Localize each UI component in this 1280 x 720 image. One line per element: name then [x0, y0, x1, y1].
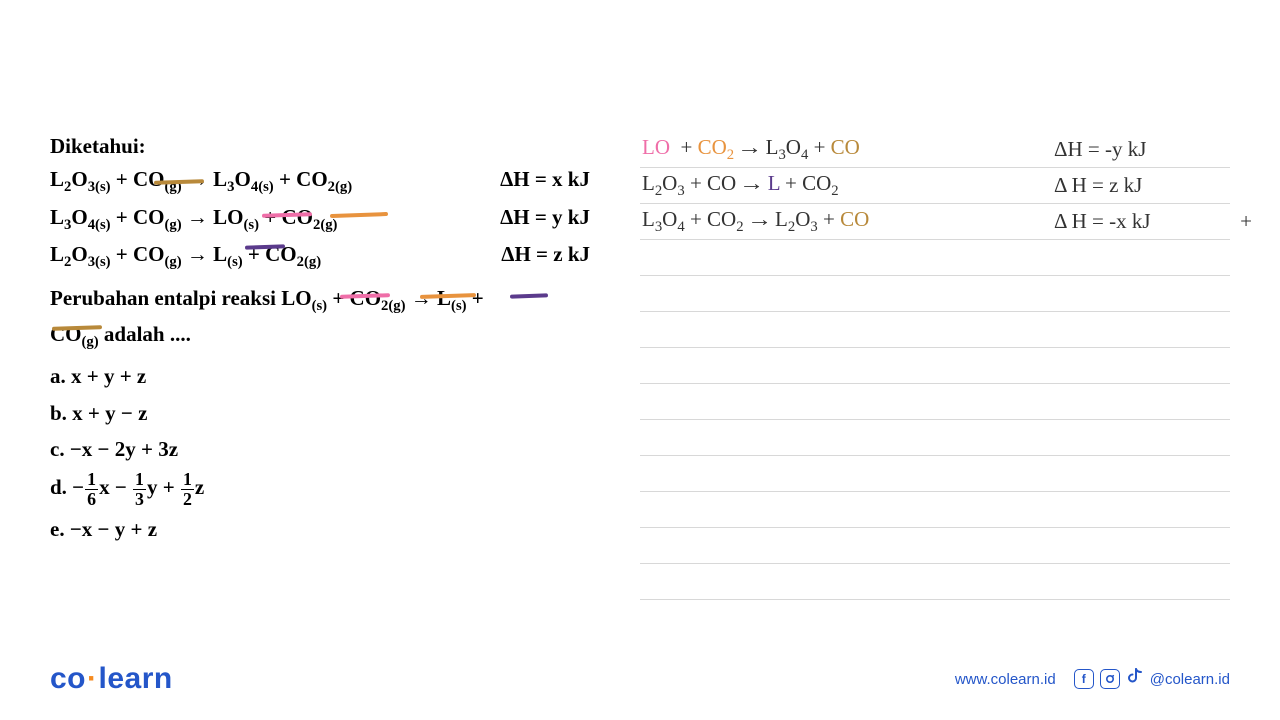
equation-2: L3O4(s) + CO(g) → LO(s) + CO2(g) ΔH = y … — [50, 201, 610, 237]
work-row-2-lhs: L2O3 + CO → L + CO2 — [642, 171, 1054, 200]
co-ochre: CO — [840, 207, 869, 231]
work-row-empty-9 — [640, 528, 1230, 564]
work-row-empty-8 — [640, 492, 1230, 528]
l-purple: L — [768, 171, 780, 195]
frac1-num: 1 — [85, 470, 98, 490]
social-icons: f @colearn.id — [1074, 667, 1230, 692]
option-b: b. x + y − z — [50, 397, 610, 430]
work-row-empty-6 — [640, 420, 1230, 456]
eq2-dh: ΔH = y kJ — [500, 201, 610, 237]
option-c: c. −x − 2y + 3z — [50, 433, 610, 466]
problem-panel: Diketahui: L2O3(s) + CO(g) → L3O4(s) + C… — [50, 130, 610, 600]
work-row-1-dh: ΔH = -y kJ — [1054, 137, 1224, 162]
main-content: Diketahui: L2O3(s) + CO(g) → L3O4(s) + C… — [0, 0, 1280, 600]
co-green: CO — [831, 135, 860, 159]
frac3-den: 2 — [181, 490, 194, 509]
work-row-empty-3 — [640, 312, 1230, 348]
work-row-empty-1 — [640, 240, 1230, 276]
co2-orange: CO2 — [698, 135, 735, 159]
social-handle: @colearn.id — [1150, 671, 1230, 688]
footer-right: www.colearn.id f @colearn.id — [955, 667, 1230, 692]
instagram-icon — [1100, 669, 1120, 689]
work-row-2: L2O3 + CO → L + CO2 Δ H = z kJ — [640, 168, 1230, 204]
tiktok-icon — [1126, 667, 1144, 692]
logo-dot: · — [87, 662, 98, 695]
eq3-dh: ΔH = z kJ — [501, 238, 610, 274]
equation-1: L2O3(s) + CO(g) → L3O4(s) + CO2(g) ΔH = … — [50, 163, 610, 199]
work-row-2-dh: Δ H = z kJ — [1054, 173, 1224, 198]
opt-d-mid1: x − — [99, 475, 132, 499]
footer: co·learn www.colearn.id f @colearn.id — [0, 662, 1280, 696]
work-row-empty-10 — [640, 564, 1230, 600]
question-prefix: Perubahan entalpi reaksi — [50, 286, 281, 310]
work-row-empty-4 — [640, 348, 1230, 384]
frac2-num: 1 — [133, 470, 146, 490]
option-d: d. −16x − 13y + 12z — [50, 470, 610, 508]
eq1-dh: ΔH = x kJ — [500, 163, 610, 199]
option-e: e. −x − y + z — [50, 513, 610, 546]
eq2-lhs: L3O4(s) + CO(g) → LO(s) + CO2(g) — [50, 201, 337, 237]
lo-pink: LO — [642, 135, 670, 159]
frac1-den: 6 — [85, 490, 98, 509]
question-suffix: adalah .... — [99, 322, 191, 346]
plus-mark: + — [1240, 209, 1252, 234]
opt-d-mid2: y + — [147, 475, 180, 499]
colearn-logo: co·learn — [50, 662, 173, 696]
option-a: a. x + y + z — [50, 360, 610, 393]
work-row-3-dh: Δ H = -x kJ — [1054, 209, 1224, 234]
opt-d-prefix: d. − — [50, 475, 84, 499]
work-row-empty-7 — [640, 456, 1230, 492]
heading: Diketahui: — [50, 130, 610, 163]
footer-url: www.colearn.id — [955, 671, 1056, 688]
logo-learn: learn — [99, 662, 173, 695]
equation-3: L2O3(s) + CO(g) → L(s) + CO2(g) ΔH = z k… — [50, 238, 610, 274]
work-row-1: LO + CO2 → L3O4 + CO ΔH = -y kJ — [640, 132, 1230, 168]
opt-d-suffix: z — [195, 475, 204, 499]
work-row-empty-5 — [640, 384, 1230, 420]
work-row-empty-2 — [640, 276, 1230, 312]
work-row-1-lhs: LO + CO2 → L3O4 + CO — [642, 135, 1054, 164]
options-list: a. x + y + z b. x + y − z c. −x − 2y + 3… — [50, 360, 610, 545]
frac3-num: 1 — [181, 470, 194, 490]
facebook-icon: f — [1074, 669, 1094, 689]
work-row-3: L3O4 + CO2 → L2O3 + CO Δ H = -x kJ + — [640, 204, 1230, 240]
logo-co: co — [50, 662, 86, 695]
work-row-3-lhs: L3O4 + CO2 → L2O3 + CO — [642, 207, 1054, 236]
work-panel: LO + CO2 → L3O4 + CO ΔH = -y kJ L2O3 + C… — [640, 130, 1230, 600]
frac2-den: 3 — [133, 490, 146, 509]
